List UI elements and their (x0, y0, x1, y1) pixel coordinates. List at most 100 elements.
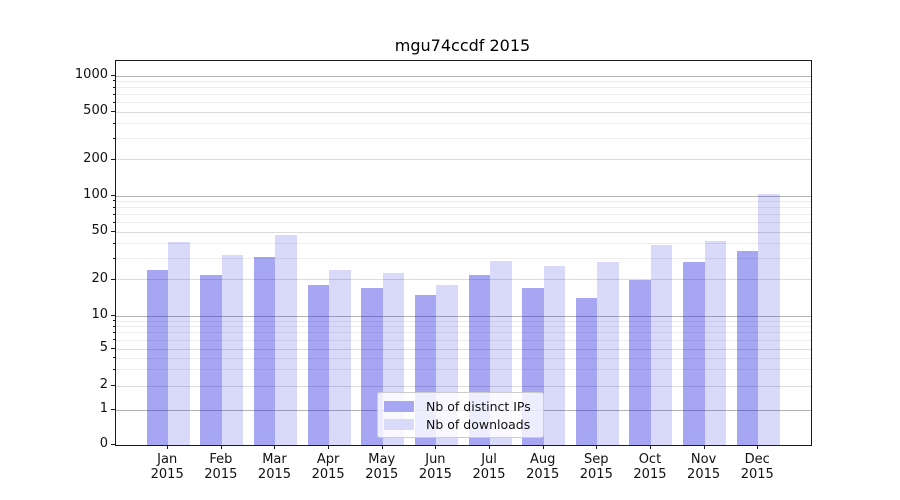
y-tick-mark (111, 385, 115, 386)
y-tick-mark (111, 158, 115, 160)
grid-line-minor (116, 200, 811, 202)
bar-distinct-ips (575, 298, 598, 445)
grid-line-minor (116, 320, 811, 322)
bar-downloads (329, 270, 351, 445)
y-minor-tick-mark (112, 200, 115, 202)
grid-line-minor (116, 339, 811, 341)
bar-distinct-ips (146, 270, 169, 445)
bar-distinct-ips (629, 279, 651, 445)
grid-line-major (116, 279, 811, 281)
y-tick-mark (111, 195, 115, 196)
x-axis-tick-label: Jan 2015 (150, 452, 184, 482)
bar-distinct-ips (253, 257, 276, 445)
grid-line-major (116, 385, 811, 387)
y-axis-tick-label: 0 (99, 436, 108, 451)
bar-downloads (704, 241, 727, 445)
grid-line-major (116, 75, 811, 77)
x-tick-mark (542, 445, 544, 449)
x-tick-mark (167, 445, 169, 449)
y-axis-tick-label: 50 (91, 223, 108, 239)
y-minor-tick-mark (112, 137, 115, 139)
x-tick-mark (596, 445, 598, 449)
grid-line-minor (116, 123, 811, 125)
y-minor-tick-mark (112, 80, 115, 82)
x-tick-mark (220, 445, 222, 449)
legend-label: Nb of downloads (426, 416, 531, 432)
y-minor-tick-mark (112, 242, 115, 244)
x-axis-tick-label: Dec 2015 (740, 452, 774, 482)
grid-line-minor (116, 87, 811, 89)
y-axis-tick-label: 100 (83, 187, 108, 202)
y-minor-tick-mark (112, 213, 115, 215)
bar-downloads (758, 193, 780, 445)
x-axis-tick-label: Feb 2015 (204, 452, 238, 482)
y-tick-mark (111, 75, 115, 76)
y-minor-tick-mark (112, 101, 115, 103)
bar-downloads (168, 242, 190, 445)
y-tick-mark (111, 278, 115, 280)
x-axis-tick-label: Jun 2015 (418, 452, 452, 482)
y-minor-tick-mark (112, 339, 115, 341)
x-axis-tick-label: Sep 2015 (579, 452, 613, 482)
x-axis-tick-label: Apr 2015 (311, 452, 345, 482)
grid-line-major (116, 315, 811, 317)
x-tick-mark (381, 445, 383, 449)
y-minor-tick-mark (112, 257, 115, 259)
bar-downloads (543, 266, 566, 445)
y-tick-mark (111, 348, 115, 349)
y-axis-tick-label: 10 (91, 307, 108, 322)
y-axis-tick-label: 500 (83, 103, 108, 119)
grid-line-major (116, 348, 811, 350)
legend: Nb of distinct IPs Nb of downloads (377, 392, 544, 438)
bar-downloads (275, 235, 297, 445)
y-minor-tick-mark (112, 325, 115, 327)
grid-line-minor (116, 222, 811, 224)
y-minor-tick-mark (112, 93, 115, 95)
x-tick-mark (435, 445, 437, 449)
grid-line-minor (116, 326, 811, 328)
x-tick-mark (328, 445, 330, 449)
grid-line-minor (116, 332, 811, 334)
y-minor-tick-mark (112, 368, 115, 370)
grid-line-minor (116, 369, 811, 371)
legend-label: Nb of distinct IPs (426, 399, 531, 415)
x-axis-tick-label: Nov 2015 (687, 452, 721, 482)
x-tick-mark (703, 445, 705, 449)
x-axis-tick-label: Mar 2015 (257, 452, 292, 482)
y-axis-tick-label: 5 (99, 340, 108, 355)
bar-distinct-ips (683, 262, 705, 445)
grid-line-minor (116, 80, 811, 82)
x-axis-tick-label: Aug 2015 (526, 452, 560, 482)
y-axis-tick-label: 1000 (74, 67, 108, 82)
y-axis-labels: 0 1 2 5 10 20 50 100 200 500 1000 (0, 0, 108, 500)
y-axis-tick-label: 2 (99, 377, 108, 392)
y-axis-tick-label: 200 (83, 150, 108, 166)
x-tick-mark (757, 445, 759, 449)
y-minor-tick-mark (112, 86, 115, 88)
bar-distinct-ips (307, 285, 330, 445)
x-axis-tick-label: Jul 2015 (472, 452, 506, 482)
bar-downloads (597, 262, 619, 445)
legend-swatch (384, 418, 414, 430)
grid-line-minor (116, 357, 811, 359)
x-axis-tick-label: Oct 2015 (633, 452, 667, 482)
grid-line-minor (116, 243, 811, 245)
x-tick-mark (274, 445, 276, 449)
legend-row: Nb of distinct IPs (384, 399, 535, 414)
x-axis-tick-label: May 2015 (365, 452, 399, 482)
y-axis-tick-label: 20 (91, 270, 108, 286)
x-tick-mark (489, 445, 491, 449)
grid-line-major (116, 111, 811, 113)
y-tick-mark (111, 409, 115, 410)
grid-line-minor (116, 214, 811, 216)
legend-swatch (384, 401, 414, 413)
y-minor-tick-mark (112, 122, 115, 124)
grid-line-major (116, 159, 811, 161)
grid-line-minor (116, 94, 811, 96)
y-minor-tick-mark (112, 320, 115, 322)
y-tick-mark (111, 444, 115, 445)
y-minor-tick-mark (112, 331, 115, 333)
grid-line-minor (116, 138, 811, 140)
x-tick-mark (649, 445, 651, 449)
